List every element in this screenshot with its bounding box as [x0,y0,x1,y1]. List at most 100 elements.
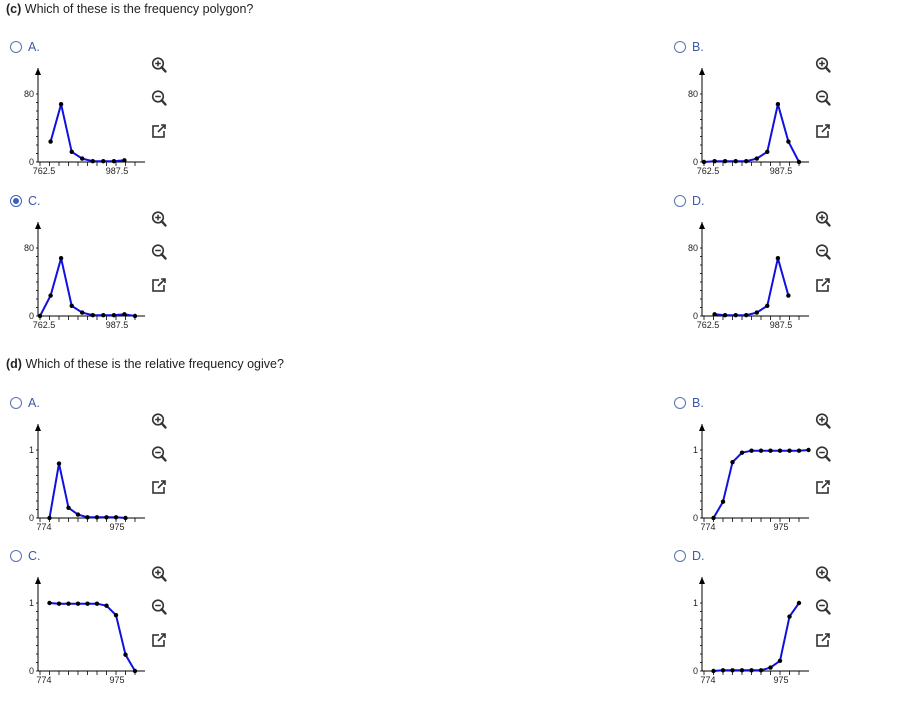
x-tick-label-left: 762.5 [697,320,720,330]
zoom-in-icon[interactable] [814,210,832,228]
radio-button[interactable] [10,550,22,562]
radio-button[interactable] [674,550,686,562]
zoom-in-icon[interactable] [150,210,168,228]
zoom-in-icon[interactable] [150,565,168,583]
data-point [777,658,783,663]
open-new-window-icon[interactable] [814,631,832,649]
data-point [722,313,728,318]
zoom-out-icon[interactable] [814,243,832,261]
y-axis-arrow [699,577,705,584]
data-point [712,312,717,317]
series-line [48,462,126,519]
data-point [80,310,85,315]
x-tick-label-left: 774 [36,522,51,532]
radio-d-c[interactable]: C. [10,549,41,563]
data-point [787,448,792,453]
x-tick-label-right: 975 [773,522,788,532]
x-tick-label-right: 987.5 [770,166,793,176]
radio-c-c[interactable]: C. [10,194,41,208]
data-point [111,159,117,164]
graph-tools [814,56,838,155]
radio-button[interactable] [10,41,22,53]
data-point [66,601,71,606]
data-point [58,256,64,261]
open-new-window-icon[interactable] [814,122,832,140]
data-point [777,448,783,453]
radio-button[interactable] [674,397,686,409]
data-point [744,159,749,164]
data-point [733,313,738,318]
series-line [49,103,125,163]
data-point [744,313,749,318]
graph-tools [150,565,174,664]
data-point [786,139,791,144]
data-point [712,159,717,164]
data-point [730,668,735,673]
y-tick-label-bottom: 0 [29,157,34,167]
series-line [703,103,800,163]
open-new-window-icon[interactable] [814,276,832,294]
data-point [758,448,764,453]
data-point [85,515,90,520]
zoom-out-icon[interactable] [150,445,168,463]
radio-button[interactable] [10,397,22,409]
data-point [58,102,64,107]
data-point [80,156,85,161]
radio-button[interactable] [10,195,22,207]
radio-d-d[interactable]: D. [674,549,705,563]
zoom-out-icon[interactable] [150,243,168,261]
x-tick-label-right: 987.5 [770,320,793,330]
y-tick-label-top: 1 [29,598,34,608]
data-point [66,505,71,510]
zoom-in-icon[interactable] [814,56,832,74]
radio-c-d[interactable]: D. [674,194,705,208]
x-tick-label-right: 987.5 [106,320,129,330]
data-point [69,149,74,154]
x-tick-label-left: 774 [36,675,51,685]
data-point [786,293,791,298]
data-point [111,313,117,318]
radio-c-a[interactable]: A. [10,40,40,54]
data-point [796,159,802,165]
open-new-window-icon[interactable] [814,478,832,496]
open-new-window-icon[interactable] [150,122,168,140]
data-point [104,515,109,520]
option-c-b: B. 80 0 762.5 987.5 [674,40,914,190]
open-new-window-icon[interactable] [150,478,168,496]
y-tick-label-top: 80 [688,89,698,99]
zoom-out-icon[interactable] [814,89,832,107]
graph-tools [814,412,838,511]
series-line [713,602,800,672]
data-point [754,310,759,315]
data-point [101,159,106,164]
zoom-out-icon[interactable] [150,598,168,616]
zoom-in-icon[interactable] [814,565,832,583]
data-point [733,159,738,164]
radio-button[interactable] [674,195,686,207]
zoom-in-icon[interactable] [814,412,832,430]
zoom-out-icon[interactable] [150,89,168,107]
x-tick-label-right: 975 [773,675,788,685]
zoom-out-icon[interactable] [814,598,832,616]
y-tick-label-bottom: 0 [693,157,698,167]
zoom-in-icon[interactable] [150,56,168,74]
radio-d-a[interactable]: A. [10,396,40,410]
graph-tools [150,56,174,155]
zoom-out-icon[interactable] [814,445,832,463]
radio-button[interactable] [674,41,686,53]
question-c-text: Which of these is the frequency polygon? [24,2,254,16]
radio-c-b[interactable]: B. [674,40,704,54]
open-new-window-icon[interactable] [150,631,168,649]
radio-d-b[interactable]: B. [674,396,704,410]
data-point [749,668,754,673]
radio-label: A. [28,40,40,54]
zoom-in-icon[interactable] [150,412,168,430]
data-point [94,515,100,520]
open-new-window-icon[interactable] [150,276,168,294]
data-point [90,313,96,318]
x-tick-label-left: 762.5 [697,166,720,176]
